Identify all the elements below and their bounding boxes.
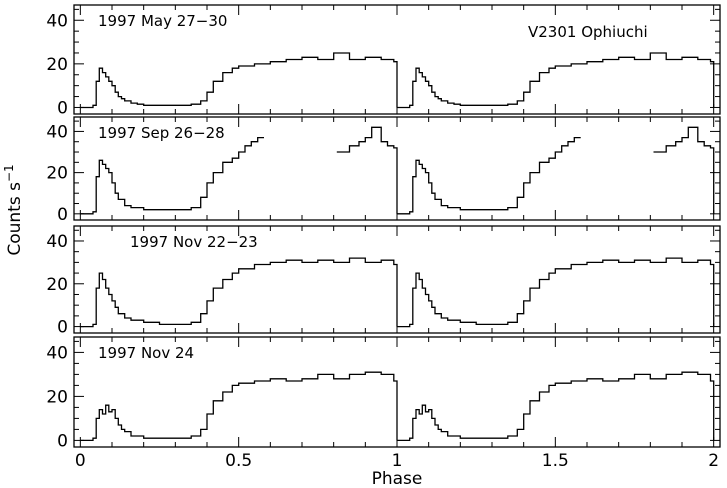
- panel-1: 0 20 40 1997 May 27−30: [46, 4, 721, 118]
- panel-date-label: 1997 Sep 26−28: [98, 124, 225, 142]
- x-tick-label: 1: [392, 451, 403, 471]
- panel-date-label: 1997 May 27−30: [98, 12, 227, 30]
- panel-date-label: 1997 Nov 24: [98, 344, 194, 362]
- x-tick-label: 0.5: [225, 451, 252, 471]
- y-tick-label: 20: [46, 275, 68, 295]
- y-axis-title-superscript: −1: [2, 164, 16, 182]
- light-curve-cycle-2: [397, 126, 715, 215]
- star-name-annotation: V2301 Ophiuchi: [528, 23, 648, 41]
- y-tick-label: 0: [57, 205, 68, 225]
- y-axis-title: Counts s−1: [2, 164, 25, 255]
- y-tick-label: 40: [46, 232, 68, 252]
- y-tick-label: 40: [46, 343, 68, 363]
- light-curve-cycle-1: [80, 126, 398, 215]
- light-curve-cycle-1: [80, 52, 398, 109]
- y-tick-label: 20: [46, 164, 68, 184]
- light-curve-cycle-2: [397, 52, 715, 109]
- panel-2: 0 20 40 1997 Sep 26−28: [46, 116, 721, 225]
- y-tick-label: 0: [57, 318, 68, 338]
- x-axis-title: Phase: [372, 469, 423, 488]
- panel-date-label: 1997 Nov 22−23: [130, 233, 258, 251]
- panel-4: 0 20 40 1997 Nov 24: [46, 336, 721, 451]
- x-tick-label: 2: [708, 451, 719, 471]
- x-axis: 0 0.5 1 1.5 2: [75, 451, 719, 471]
- y-tick-label: 0: [57, 431, 68, 451]
- y-tick-label: 0: [57, 98, 68, 118]
- y-tick-label: 20: [46, 387, 68, 407]
- light-curve-cycle-2: [397, 257, 715, 328]
- y-tick-label: 40: [46, 11, 68, 31]
- y-tick-label: 20: [46, 55, 68, 75]
- y-tick-label: 40: [46, 122, 68, 142]
- light-curve-cycle-2: [397, 371, 715, 442]
- x-tick-label: 0: [75, 451, 86, 471]
- light-curve-cycle-1: [80, 371, 398, 442]
- light-curve-cycle-1: [80, 257, 398, 328]
- panel-3: 0 20 40 1997 Nov 22−23: [46, 225, 721, 338]
- y-axis-title-text: Counts s: [5, 182, 25, 256]
- panels-group: 0 20 40 1997 May 27−30 0 20 40 1997 Sep 26−28 0 2…: [46, 4, 721, 451]
- x-tick-label: 1.5: [542, 451, 569, 471]
